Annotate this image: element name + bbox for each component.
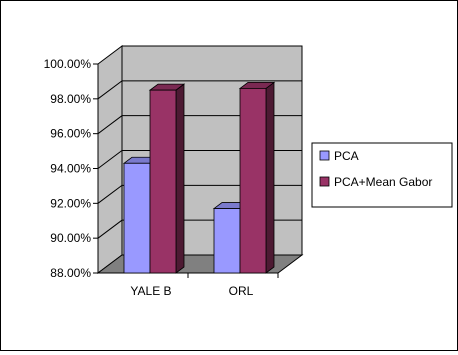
y-tick-label: 88.00% [50,266,91,280]
legend-label: PCA [334,149,359,163]
bar [149,89,177,274]
bar [213,208,241,274]
y-tick-label: 90.00% [50,231,91,245]
bar [123,162,151,274]
x-tick-label: ORL [229,284,254,298]
legend-swatch [319,176,330,187]
y-gridline [97,80,302,100]
legend-swatch [319,150,330,161]
y-tick-label: 94.00% [50,162,91,176]
y-tick-label: 100.00% [44,57,92,71]
legend-label: PCA+Mean Gabor [334,175,432,189]
x-tick-label: YALE B [130,284,171,298]
y-tick-label: 98.00% [50,92,91,106]
bar-chart: 100.00% 98.00% 96.00% 94.00% 92.00% 90.00% 88.… [44,45,453,298]
bar [239,87,267,274]
bar-side [265,81,275,274]
y-tick-label: 96.00% [50,127,91,141]
legend-box [311,142,453,208]
bar-side [175,83,185,274]
y-tick-label: 92.00% [50,196,91,210]
